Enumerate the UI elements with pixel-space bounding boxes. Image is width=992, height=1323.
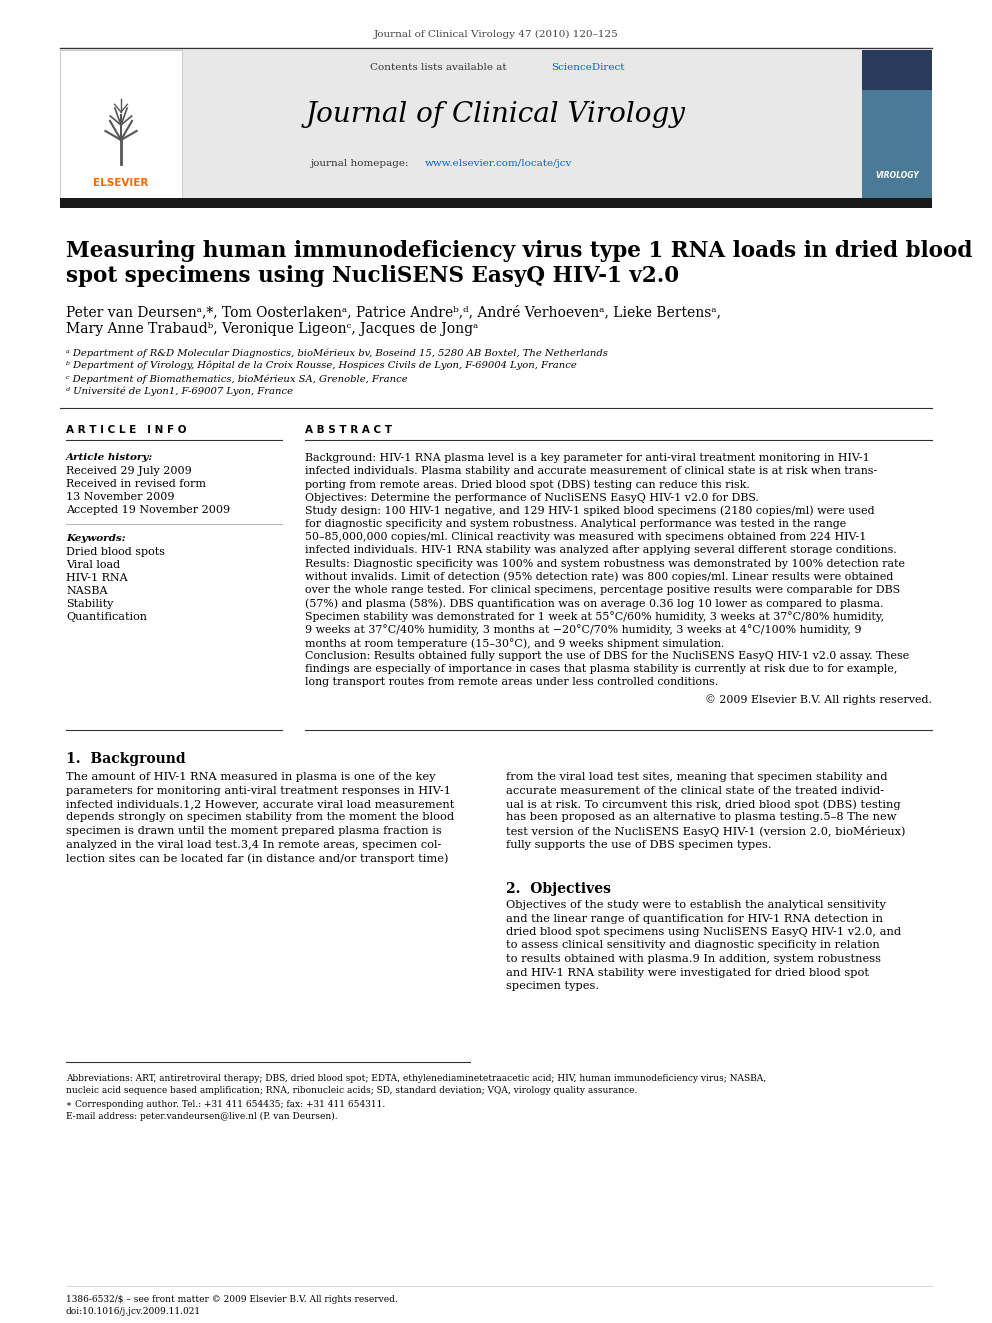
Text: infected individuals.1,2 However, accurate viral load measurement: infected individuals.1,2 However, accura… — [66, 799, 454, 808]
Text: Mary Anne Trabaudᵇ, Veronique Ligeonᶜ, Jacques de Jongᵃ: Mary Anne Trabaudᵇ, Veronique Ligeonᶜ, J… — [66, 321, 478, 336]
Text: Viral load: Viral load — [66, 560, 120, 570]
Text: www.elsevier.com/locate/jcv: www.elsevier.com/locate/jcv — [425, 159, 572, 168]
Text: Background: HIV-1 RNA plasma level is a key parameter for anti-viral treatment m: Background: HIV-1 RNA plasma level is a … — [305, 452, 870, 463]
Text: 13 November 2009: 13 November 2009 — [66, 492, 175, 501]
Text: Measuring human immunodeficiency virus type 1 RNA loads in dried blood: Measuring human immunodeficiency virus t… — [66, 239, 972, 262]
Text: Received 29 July 2009: Received 29 July 2009 — [66, 466, 191, 476]
Text: journal homepage:: journal homepage: — [310, 159, 412, 168]
Text: for diagnostic specificity and system robustness. Analytical performance was tes: for diagnostic specificity and system ro… — [305, 519, 846, 529]
Text: findings are especially of importance in cases that plasma stability is currentl: findings are especially of importance in… — [305, 664, 898, 675]
Text: E-mail address: peter.vandeursen@live.nl (P. van Deursen).: E-mail address: peter.vandeursen@live.nl… — [66, 1113, 337, 1121]
Text: months at room temperature (15–30°C), and 9 weeks shipment simulation.: months at room temperature (15–30°C), an… — [305, 638, 724, 648]
Text: has been proposed as an alternative to plasma testing.5–8 The new: has been proposed as an alternative to p… — [506, 812, 897, 823]
Text: Stability: Stability — [66, 599, 113, 609]
Text: A B S T R A C T: A B S T R A C T — [305, 425, 392, 435]
Text: (57%) and plasma (58%). DBS quantification was on average 0.36 log 10 lower as c: (57%) and plasma (58%). DBS quantificati… — [305, 598, 884, 609]
Text: ∗ Corresponding author. Tel.: +31 411 654435; fax: +31 411 654311.: ∗ Corresponding author. Tel.: +31 411 65… — [66, 1099, 385, 1109]
Text: Peter van Deursenᵃ,*, Tom Oosterlakenᵃ, Patrice Andreᵇ,ᵈ, André Verhoevenᵃ, Liek: Peter van Deursenᵃ,*, Tom Oosterlakenᵃ, … — [66, 306, 721, 319]
Text: specimen is drawn until the moment prepared plasma fraction is: specimen is drawn until the moment prepa… — [66, 826, 441, 836]
Text: Quantification: Quantification — [66, 613, 147, 622]
Text: Keywords:: Keywords: — [66, 534, 126, 542]
Text: test version of the NucliSENS EasyQ HIV-1 (version 2.0, bioMérieux): test version of the NucliSENS EasyQ HIV-… — [506, 826, 906, 837]
Text: specimen types.: specimen types. — [506, 980, 599, 991]
Text: to results obtained with plasma.9 In addition, system robustness: to results obtained with plasma.9 In add… — [506, 954, 881, 964]
Bar — [60, 50, 182, 198]
Text: spot specimens using NucliSENS EasyQ HIV-1 v2.0: spot specimens using NucliSENS EasyQ HIV… — [66, 265, 680, 287]
Text: infected individuals. Plasma stability and accurate measurement of clinical stat: infected individuals. Plasma stability a… — [305, 466, 877, 476]
Text: Article history:: Article history: — [66, 452, 153, 462]
Text: Journal of Clinical Virology 47 (2010) 120–125: Journal of Clinical Virology 47 (2010) 1… — [374, 29, 618, 38]
Text: Abbreviations: ART, antiretroviral therapy; DBS, dried blood spot; EDTA, ethylen: Abbreviations: ART, antiretroviral thera… — [66, 1074, 766, 1084]
Text: parameters for monitoring anti-viral treatment responses in HIV-1: parameters for monitoring anti-viral tre… — [66, 786, 451, 795]
Text: 1.  Background: 1. Background — [66, 751, 186, 766]
Text: Received in revised form: Received in revised form — [66, 479, 206, 490]
Text: 1386-6532/$ – see front matter © 2009 Elsevier B.V. All rights reserved.: 1386-6532/$ – see front matter © 2009 El… — [66, 1295, 398, 1304]
Text: without invalids. Limit of detection (95% detection rate) was 800 copies/ml. Lin: without invalids. Limit of detection (95… — [305, 572, 894, 582]
Text: to assess clinical sensitivity and diagnostic specificity in relation: to assess clinical sensitivity and diagn… — [506, 941, 880, 950]
Text: © 2009 Elsevier B.V. All rights reserved.: © 2009 Elsevier B.V. All rights reserved… — [705, 695, 932, 705]
Text: A R T I C L E   I N F O: A R T I C L E I N F O — [66, 425, 186, 435]
Text: NASBA: NASBA — [66, 586, 107, 595]
Text: Objectives: Determine the performance of NucliSENS EasyQ HIV-1 v2.0 for DBS.: Objectives: Determine the performance of… — [305, 492, 759, 503]
Text: 50–85,000,000 copies/ml. Clinical reactivity was measured with specimens obtaine: 50–85,000,000 copies/ml. Clinical reacti… — [305, 532, 866, 542]
Bar — [60, 50, 932, 198]
Bar — [862, 50, 932, 198]
Bar — [60, 198, 932, 208]
Text: long transport routes from remote areas under less controlled conditions.: long transport routes from remote areas … — [305, 677, 718, 688]
Text: The amount of HIV-1 RNA measured in plasma is one of the key: The amount of HIV-1 RNA measured in plas… — [66, 773, 435, 782]
Text: ᶜ Department of Biomathematics, bioMérieux SA, Grenoble, France: ᶜ Department of Biomathematics, bioMérie… — [66, 374, 408, 384]
Text: ᵇ Department of Virology, Hôpital de la Croix Rousse, Hospices Civils de Lyon, F: ᵇ Department of Virology, Hôpital de la … — [66, 361, 576, 370]
Text: Journal of Clinical Virology: Journal of Clinical Virology — [307, 102, 685, 128]
Text: Objectives of the study were to establish the analytical sensitivity: Objectives of the study were to establis… — [506, 900, 886, 910]
Text: 9 weeks at 37°C/40% humidity, 3 months at −20°C/70% humidity, 3 weeks at 4°C/100: 9 weeks at 37°C/40% humidity, 3 months a… — [305, 624, 861, 635]
Text: ELSEVIER: ELSEVIER — [93, 179, 149, 188]
Text: and the linear range of quantification for HIV-1 RNA detection in: and the linear range of quantification f… — [506, 913, 883, 923]
Bar — [862, 90, 932, 198]
Text: Dried blood spots: Dried blood spots — [66, 546, 165, 557]
Text: doi:10.1016/j.jcv.2009.11.021: doi:10.1016/j.jcv.2009.11.021 — [66, 1307, 201, 1316]
Text: ᵃ Department of R&D Molecular Diagnostics, bioMérieux bv, Boseind 15, 5280 AB Bo: ᵃ Department of R&D Molecular Diagnostic… — [66, 348, 608, 357]
Text: depends strongly on specimen stability from the moment the blood: depends strongly on specimen stability f… — [66, 812, 454, 823]
Text: Results: Diagnostic specificity was 100% and system robustness was demonstrated : Results: Diagnostic specificity was 100%… — [305, 558, 905, 569]
Text: ᵈ Université de Lyon1, F-69007 Lyon, France: ᵈ Université de Lyon1, F-69007 Lyon, Fra… — [66, 388, 293, 397]
Text: HIV-1 RNA: HIV-1 RNA — [66, 573, 128, 583]
Bar — [862, 50, 932, 90]
Text: ScienceDirect: ScienceDirect — [551, 64, 625, 73]
Text: over the whole range tested. For clinical specimens, percentage positive results: over the whole range tested. For clinica… — [305, 585, 900, 595]
Text: fully supports the use of DBS specimen types.: fully supports the use of DBS specimen t… — [506, 840, 772, 849]
Text: VIROLOGY: VIROLOGY — [875, 171, 919, 180]
Text: Accepted 19 November 2009: Accepted 19 November 2009 — [66, 505, 230, 515]
Text: Specimen stability was demonstrated for 1 week at 55°C/60% humidity, 3 weeks at : Specimen stability was demonstrated for … — [305, 611, 884, 622]
Text: from the viral load test sites, meaning that specimen stability and: from the viral load test sites, meaning … — [506, 773, 888, 782]
Text: dried blood spot specimens using NucliSENS EasyQ HIV-1 v2.0, and: dried blood spot specimens using NucliSE… — [506, 927, 901, 937]
Text: infected individuals. HIV-1 RNA stability was analyzed after applying several di: infected individuals. HIV-1 RNA stabilit… — [305, 545, 897, 556]
Text: 2.  Objectives: 2. Objectives — [506, 882, 611, 896]
Text: nucleic acid sequence based amplification; RNA, ribonucleic acids; SD, standard : nucleic acid sequence based amplificatio… — [66, 1086, 638, 1095]
Text: ual is at risk. To circumvent this risk, dried blood spot (DBS) testing: ual is at risk. To circumvent this risk,… — [506, 799, 901, 810]
Text: and HIV-1 RNA stability were investigated for dried blood spot: and HIV-1 RNA stability were investigate… — [506, 967, 869, 978]
Text: Contents lists available at: Contents lists available at — [370, 64, 510, 73]
Text: analyzed in the viral load test.3,4 In remote areas, specimen col-: analyzed in the viral load test.3,4 In r… — [66, 840, 441, 849]
Text: Study design: 100 HIV-1 negative, and 129 HIV-1 spiked blood specimens (2180 cop: Study design: 100 HIV-1 negative, and 12… — [305, 505, 875, 516]
Text: porting from remote areas. Dried blood spot (DBS) testing can reduce this risk.: porting from remote areas. Dried blood s… — [305, 479, 750, 490]
Text: lection sites can be located far (in distance and/or transport time): lection sites can be located far (in dis… — [66, 853, 448, 864]
Text: Conclusion: Results obtained fully support the use of DBS for the NucliSENS Easy: Conclusion: Results obtained fully suppo… — [305, 651, 910, 662]
Text: accurate measurement of the clinical state of the treated individ-: accurate measurement of the clinical sta… — [506, 786, 884, 795]
